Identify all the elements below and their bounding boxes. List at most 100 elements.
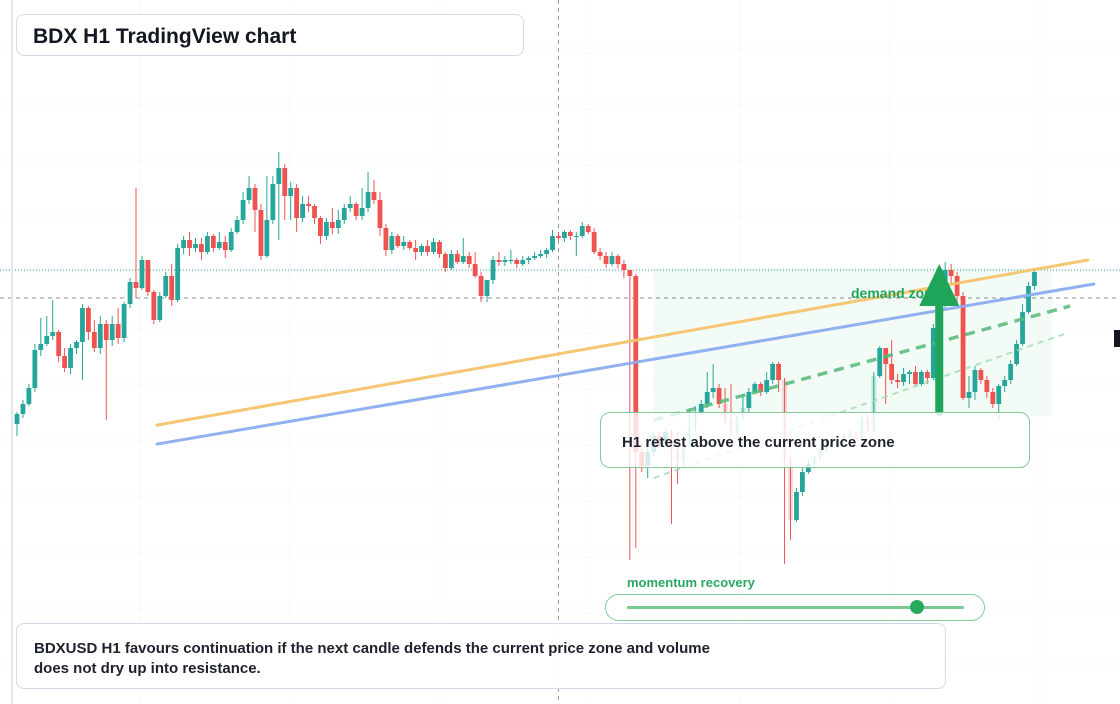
candle [1002,376,1008,392]
candle-body [264,220,270,256]
candle [258,204,264,260]
candle-body [26,388,32,404]
candle-body [752,384,758,392]
candle-body [889,364,895,380]
candle [782,378,787,564]
candle [14,412,20,436]
candle-body [109,324,115,340]
candle-body [919,372,924,384]
candle-body [306,204,311,206]
candle [633,274,639,548]
candle-body [990,392,996,404]
candle-body [716,388,722,404]
candle-body [746,392,752,408]
candle-body [103,324,109,340]
candle-body [228,232,234,250]
candle [407,240,413,250]
demand-zone-label: demand zone [851,285,941,301]
candle [97,316,103,354]
candle-body [14,414,20,424]
candle-body [924,372,930,378]
candle-body [324,222,329,236]
candle [222,236,228,258]
candle [91,320,97,352]
candle-body [758,384,764,392]
candle [26,384,32,406]
candle-body [698,404,704,412]
candle [794,488,799,522]
candle [585,224,591,234]
candle [127,278,133,308]
candle-body [526,258,532,260]
candle-body [460,256,466,262]
candle-body [514,260,520,264]
candle-body [246,188,252,200]
candle-body [121,304,127,338]
candle [228,228,234,252]
retest-annotation[interactable]: H1 retest above the current price zone [600,412,1030,468]
candle-body [425,246,430,252]
candle [907,370,912,384]
candle-body [193,244,198,248]
momentum-slider[interactable] [605,594,985,621]
candle-body [80,308,85,342]
candle-body [520,260,526,264]
candle-body [948,270,954,276]
candle [329,208,335,234]
candle [38,318,44,356]
candle-body [20,404,26,414]
candle [181,236,186,254]
candle-body [68,348,73,368]
candle-body [603,256,609,264]
candle-body [466,256,472,264]
momentum-slider-knob[interactable] [909,600,924,614]
candle [365,172,371,212]
candle [377,192,383,236]
candle [556,232,561,240]
candle-body [871,376,877,430]
candle-body [288,188,294,196]
candle [306,196,311,212]
candle-body [329,222,335,228]
candle [930,324,936,380]
candle [169,264,175,306]
dashed-channel-upper[interactable] [653,304,1071,422]
retest-annotation-text: H1 retest above the current price zone [622,434,895,451]
candle [157,292,163,322]
candle [270,176,276,224]
candle [508,250,514,264]
candle [948,264,954,284]
candle [246,176,252,204]
candle-body [508,260,514,261]
candle-body [145,260,151,292]
candle [591,228,597,254]
candle [919,370,924,386]
candle [300,196,305,222]
candle [401,236,407,250]
candle-body [454,254,460,262]
candle-body [133,282,139,288]
candle [145,260,151,296]
candle-body [1002,380,1008,386]
candle [573,232,579,256]
candle [984,376,990,398]
candle [282,164,288,220]
candle [544,248,549,258]
candle [532,252,538,260]
candle [567,230,573,240]
candle [954,272,960,304]
candle-body [800,472,805,492]
candle-body [978,370,984,380]
candle-body [591,232,597,252]
candle-body [74,342,79,348]
candle-body [930,328,936,378]
candle-body [437,242,442,254]
momentum-slider-track[interactable] [627,606,964,609]
candle [115,308,121,344]
candle [175,244,181,302]
candle [205,232,210,254]
candle [538,250,543,258]
candle-body [764,380,770,392]
